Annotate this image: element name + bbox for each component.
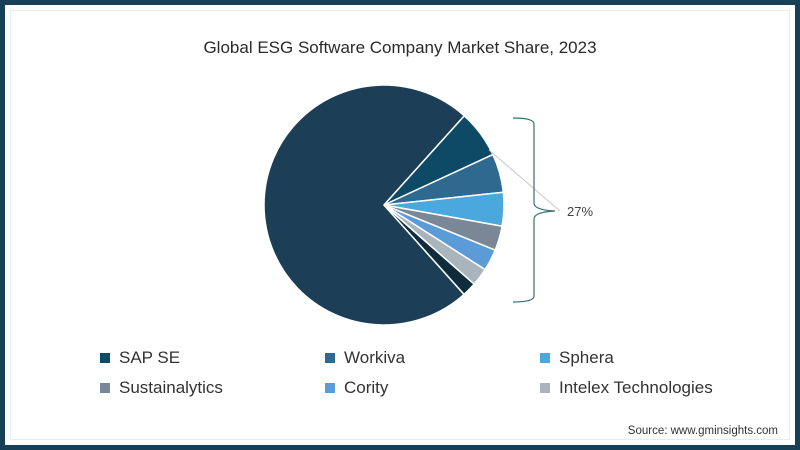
legend-item-cority: Cority (325, 378, 388, 398)
legend-item-workiva: Workiva (325, 348, 405, 368)
leader-line (488, 149, 561, 212)
legend-swatch (100, 353, 110, 363)
legend-swatch (540, 383, 550, 393)
pie-slice (263, 84, 466, 326)
source-note: Source: www.gminsights.com (627, 425, 778, 437)
legend-item-intelex: Intelex Technologies (540, 378, 713, 398)
annotation-percent: 27% (567, 204, 594, 219)
legend-label: Intelex Technologies (559, 378, 713, 397)
legend-label: Sphera (559, 348, 614, 367)
legend-item-sap: SAP SE (100, 348, 180, 368)
legend-swatch (540, 353, 550, 363)
legend-item-sphera: Sphera (540, 348, 614, 368)
legend-swatch (325, 353, 335, 363)
chart-inner-border (10, 10, 790, 440)
legend-item-sustainalytics: Sustainalytics (100, 378, 223, 398)
pie-slices (263, 84, 505, 326)
brace (512, 117, 556, 303)
legend-label: Workiva (344, 348, 406, 367)
legend-label: Cority (344, 378, 389, 397)
chart-title: Global ESG Software Company Market Share… (203, 38, 597, 57)
legend-swatch (100, 383, 110, 393)
legend-label: Sustainalytics (119, 378, 223, 397)
pie-slice (383, 204, 476, 296)
legend-swatch (325, 383, 335, 393)
legend-label: SAP SE (119, 348, 181, 367)
